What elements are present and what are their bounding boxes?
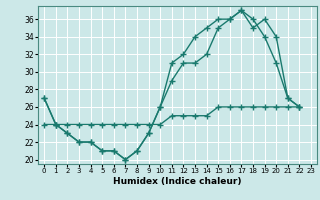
X-axis label: Humidex (Indice chaleur): Humidex (Indice chaleur) bbox=[113, 177, 242, 186]
